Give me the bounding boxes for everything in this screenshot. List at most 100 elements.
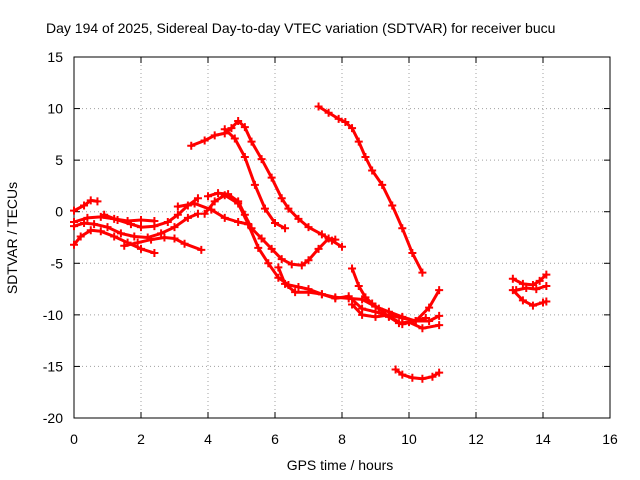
- data-point: [277, 255, 286, 264]
- data-point: [418, 268, 427, 277]
- data-point: [257, 234, 266, 243]
- data-point: [204, 192, 212, 201]
- data-point: [234, 199, 243, 208]
- data-point: [70, 240, 78, 249]
- data-point: [277, 194, 286, 203]
- series-s15: [314, 102, 427, 277]
- data-point: [542, 270, 551, 279]
- data-point: [173, 202, 182, 211]
- data-point: [83, 213, 92, 222]
- data-point: [304, 223, 313, 232]
- data-point: [287, 260, 296, 269]
- chart-title: Day 194 of 2025, Sidereal Day-to-day VTE…: [46, 20, 555, 36]
- data-point: [354, 281, 363, 290]
- data-point: [304, 256, 313, 265]
- x-tick-label: 16: [602, 431, 618, 447]
- data-point: [220, 125, 229, 134]
- data-point: [170, 223, 179, 232]
- y-tick-label: -5: [51, 255, 64, 271]
- data-point: [274, 263, 283, 272]
- data-point: [317, 230, 326, 239]
- data-point: [70, 206, 78, 215]
- y-tick-label: -15: [43, 358, 63, 374]
- x-tick-label: 8: [338, 431, 346, 447]
- data-point: [348, 124, 357, 133]
- data-point: [86, 226, 95, 235]
- data-point: [361, 293, 370, 302]
- data-point: [80, 219, 89, 228]
- data-point: [137, 223, 145, 232]
- data-point: [398, 313, 407, 322]
- data-point: [96, 227, 105, 236]
- data-point: [230, 134, 239, 143]
- data-point: [133, 238, 142, 247]
- data-point: [304, 288, 313, 297]
- data-point: [428, 372, 437, 381]
- data-point: [183, 213, 192, 222]
- data-point: [214, 189, 223, 198]
- data-point: [408, 373, 417, 382]
- x-tick-label: 4: [204, 431, 212, 447]
- data-point: [160, 233, 169, 242]
- data-point: [518, 279, 527, 288]
- data-series: [70, 102, 551, 383]
- data-point: [418, 324, 427, 333]
- data-point: [187, 141, 196, 150]
- series-s10: [220, 125, 290, 233]
- data-point: [532, 285, 541, 294]
- data-point: [271, 219, 279, 228]
- data-point: [240, 123, 249, 132]
- y-tick-label: 15: [47, 49, 63, 65]
- y-tick-label: 0: [55, 204, 63, 220]
- data-point: [210, 197, 219, 206]
- data-point: [281, 224, 290, 233]
- data-point: [314, 244, 323, 253]
- data-point: [193, 194, 202, 203]
- data-point: [384, 310, 393, 319]
- y-tick-label: -20: [43, 410, 63, 426]
- data-point: [354, 137, 363, 146]
- data-point: [324, 234, 333, 243]
- x-axis-label: GPS time / hours: [287, 457, 394, 473]
- data-point: [398, 370, 407, 379]
- series-s1: [70, 196, 102, 215]
- data-point: [394, 319, 403, 328]
- x-tick-label: 12: [468, 431, 484, 447]
- data-point: [535, 276, 544, 285]
- data-point: [338, 242, 346, 251]
- data-point: [297, 261, 306, 270]
- data-point: [267, 244, 276, 253]
- series-line: [223, 127, 287, 230]
- series-s6: [120, 233, 206, 254]
- data-point: [180, 239, 189, 248]
- data-point: [294, 214, 303, 223]
- data-point: [291, 288, 300, 297]
- data-point: [120, 241, 129, 250]
- data-point: [240, 153, 249, 162]
- data-point: [334, 114, 343, 123]
- data-point: [76, 232, 85, 241]
- series-s9: [204, 189, 340, 270]
- series-line: [350, 266, 441, 330]
- data-point: [435, 321, 444, 330]
- axis-ticks: 0 2 4 6 8 10 12 14 16 15 10 5 0 -5 -10 -15 -20: [43, 49, 618, 447]
- data-point: [200, 136, 209, 145]
- data-point: [522, 284, 531, 293]
- data-point: [391, 365, 400, 374]
- series-line: [317, 105, 424, 275]
- data-point: [344, 292, 353, 301]
- data-point: [173, 210, 182, 219]
- data-point: [314, 102, 323, 111]
- data-point: [348, 264, 357, 273]
- data-point: [411, 317, 420, 326]
- data-point: [358, 310, 367, 319]
- data-point: [348, 300, 357, 309]
- data-point: [281, 279, 290, 288]
- series-line: [514, 284, 548, 292]
- data-point: [425, 303, 434, 312]
- data-point: [368, 166, 377, 175]
- data-point: [361, 153, 370, 162]
- data-point: [190, 199, 199, 208]
- grid: [74, 57, 610, 418]
- series-s13: [348, 264, 444, 333]
